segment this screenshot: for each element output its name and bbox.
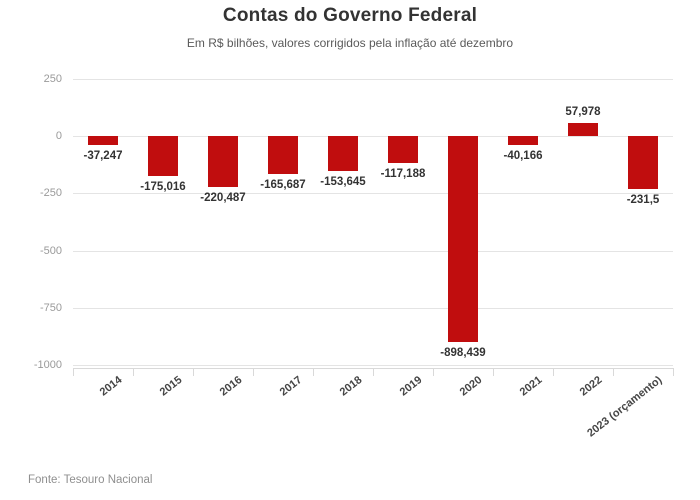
bar-2018 [328, 136, 358, 172]
x-label-2015: 2015 [157, 374, 185, 399]
x-label-2017: 2017 [277, 374, 305, 399]
value-label-2023 (orçamento): -231,5 [626, 194, 660, 207]
source-note: Fonte: Tesouro Nacional [28, 474, 153, 486]
chart-title: Contas do Governo Federal [222, 5, 478, 26]
gridline--750 [73, 307, 673, 309]
x-axis-tick [493, 368, 494, 376]
bar-2023 (orçamento) [628, 136, 658, 190]
bar-2020 [448, 136, 478, 342]
x-axis-tick [133, 368, 134, 376]
gridline--1000 [73, 365, 673, 366]
x-axis-tick [673, 368, 674, 376]
x-axis-tick [613, 368, 614, 376]
y-axis-tick--500: -500 [39, 244, 62, 257]
x-axis-tick [433, 368, 434, 376]
value-label-2016: -220,487 [200, 191, 246, 204]
y-axis-tick--250: -250 [39, 187, 62, 200]
bar-2021 [508, 136, 538, 146]
x-label-2020: 2020 [457, 374, 485, 399]
gridline-250 [73, 79, 673, 80]
value-label-2022: 57,978 [565, 105, 601, 118]
x-label-2022: 2022 [577, 374, 605, 399]
gridline--500 [73, 250, 673, 252]
gridline-0 [73, 136, 673, 138]
y-axis-tick-250: 250 [43, 73, 62, 85]
bar-2019 [388, 136, 418, 163]
bar-2017 [268, 136, 298, 175]
value-label-2021: -40,166 [503, 150, 543, 163]
gridline--250 [73, 193, 673, 195]
x-label-2021: 2021 [517, 374, 545, 399]
bar-2015 [148, 136, 178, 177]
x-label-2014: 2014 [97, 374, 125, 399]
x-axis-tick [373, 368, 374, 376]
bar-2022 [568, 122, 598, 137]
chart-subtitle: Em R$ bilhões, valores corrigidos pela i… [186, 36, 514, 50]
x-axis-tick [73, 368, 74, 376]
x-axis-tick [253, 368, 254, 376]
x-label-2019: 2019 [397, 374, 425, 399]
bar-2014 [88, 136, 118, 145]
x-axis-tick [193, 368, 194, 376]
x-label-2018: 2018 [337, 374, 365, 399]
x-label-2023 (orçamento): 2023 (orçamento) [585, 374, 665, 440]
value-label-2014: -37,247 [83, 149, 123, 162]
value-label-2020: -898,439 [440, 346, 486, 359]
y-axis-tick--1000: -1000 [33, 359, 62, 371]
bar-2016 [208, 136, 238, 187]
x-label-2016: 2016 [217, 374, 245, 399]
value-label-2015: -175,016 [140, 181, 186, 194]
value-label-2018: -153,645 [320, 176, 366, 189]
value-label-2017: -165,687 [260, 179, 306, 192]
value-label-2019: -117,188 [380, 168, 426, 180]
y-axis-tick-0: 0 [55, 130, 62, 143]
x-axis-tick [313, 368, 314, 376]
y-axis-tick--750: -750 [39, 301, 62, 314]
x-axis-tick [553, 368, 554, 376]
